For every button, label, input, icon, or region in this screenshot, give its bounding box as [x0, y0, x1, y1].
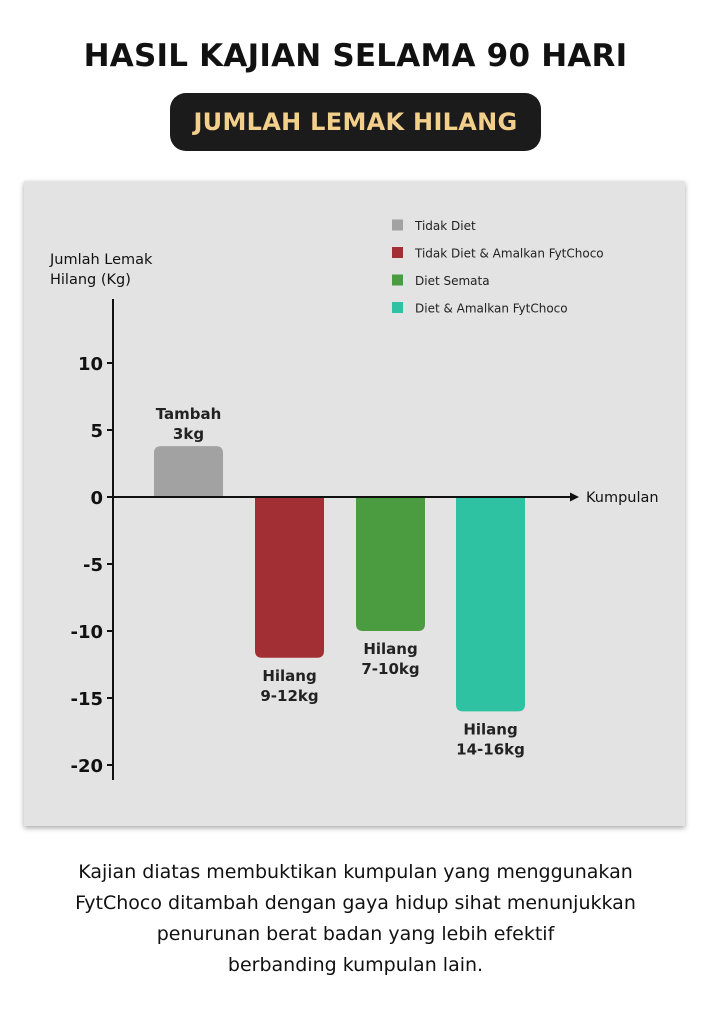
data-label: 3kg	[173, 425, 204, 443]
page-title: HASIL KAJIAN SELAMA 90 HARI	[83, 38, 628, 74]
y-tick-label: -10	[70, 622, 103, 643]
bar	[154, 446, 223, 497]
bar	[456, 497, 525, 712]
data-label: 14-16kg	[456, 740, 525, 758]
caption-line: berbanding kumpulan lain.	[227, 954, 484, 976]
legend-swatch	[392, 219, 403, 231]
bar	[255, 497, 324, 658]
legend-swatch	[392, 302, 403, 313]
y-tick-label: -20	[70, 756, 103, 777]
caption-line: Kajian diatas membuktikan kumpulan yang …	[78, 861, 633, 883]
y-tick-label: 5	[90, 421, 103, 442]
data-label: 9-12kg	[260, 687, 318, 705]
caption-line: penurunan berat badan yang lebih efektif	[156, 923, 555, 945]
data-label: 7-10kg	[361, 660, 419, 678]
x-axis-arrow	[570, 492, 579, 502]
y-tick-label: -5	[83, 555, 103, 576]
legend-swatch	[392, 247, 403, 258]
data-label: Hilang	[463, 720, 517, 738]
y-axis-label: Hilang (Kg)	[50, 272, 131, 288]
x-axis-label: Kumpulan	[586, 490, 659, 506]
bar	[356, 497, 425, 631]
legend-label: Diet & Amalkan FytChoco	[415, 302, 568, 316]
data-label: Tambah	[156, 405, 222, 423]
caption-line: FytChoco ditambah dengan gaya hidup siha…	[75, 892, 636, 914]
data-label: Hilang	[262, 667, 316, 685]
subtitle-text: JUMLAH LEMAK HILANG	[193, 108, 518, 136]
legend-swatch	[392, 274, 403, 286]
legend-label: Tidak Diet & Amalkan FytChoco	[414, 247, 604, 261]
data-label: Hilang	[363, 640, 417, 658]
bar-chart: 10 5 0 -5 -10 -15 -20 Jumlah Lemak Hilang (Kg) Ta…	[49, 219, 659, 780]
caption: Kajian diatas membuktikan kumpulan yang …	[20, 857, 691, 981]
chart-card: 10 5 0 -5 -10 -15 -20 Jumlah Lemak Hilang (Kg) Ta…	[24, 181, 685, 826]
legend-label: Tidak Diet	[414, 219, 476, 233]
subtitle-badge: JUMLAH LEMAK HILANG	[170, 93, 541, 151]
legend-label: Diet Semata	[415, 274, 490, 288]
y-tick-label: -15	[70, 689, 103, 710]
y-tick-label: 0	[90, 488, 103, 509]
y-axis-label: Jumlah Lemak	[49, 252, 153, 268]
y-tick-label: 10	[78, 354, 103, 375]
